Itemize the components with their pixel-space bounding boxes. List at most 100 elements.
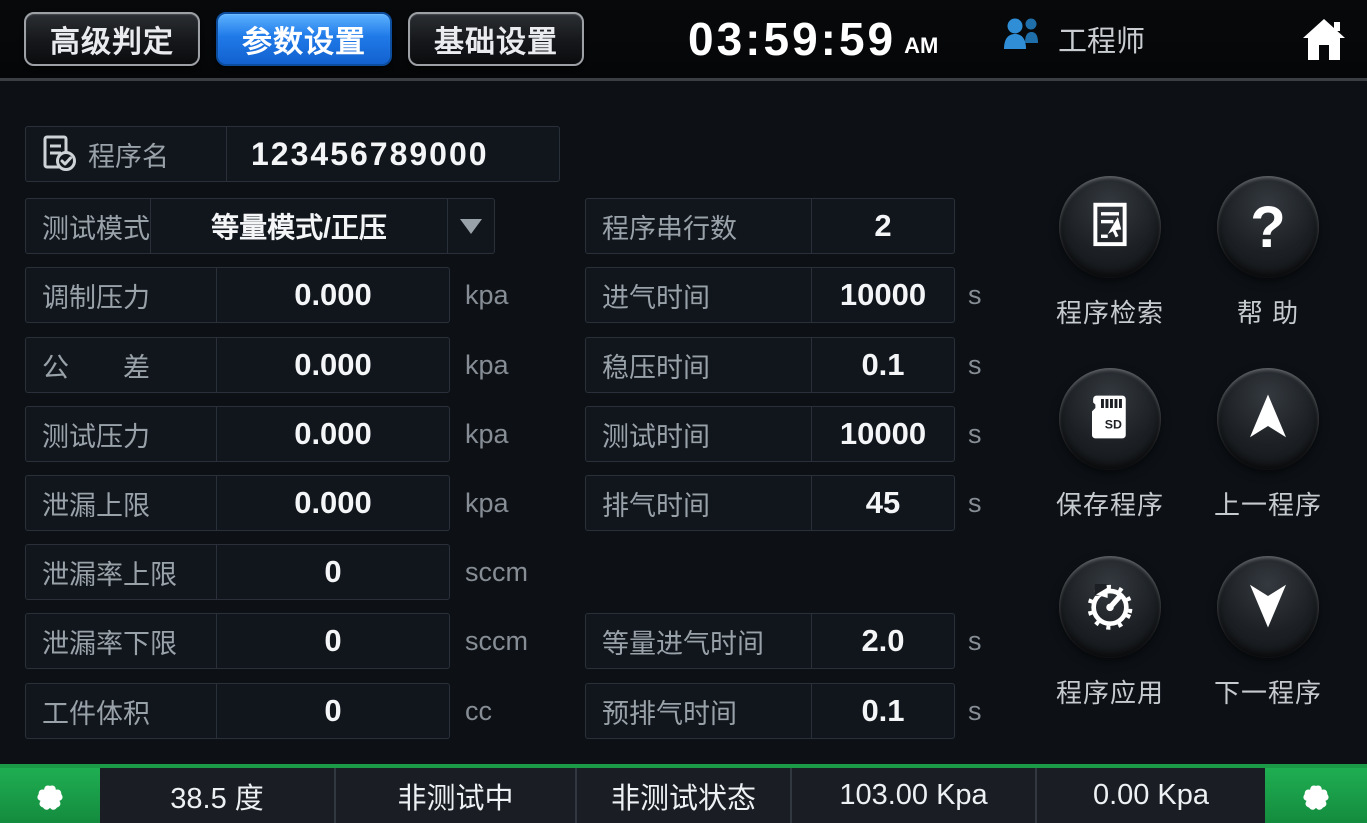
field-value[interactable]: 10000 (811, 268, 954, 322)
field-label: 排气时间 (602, 490, 710, 521)
field-label: 等量进气时间 (602, 628, 764, 659)
field-row: 测试压力 0.000 (25, 406, 450, 462)
clover-icon (1303, 785, 1329, 810)
program-name-label: 程序名 (88, 141, 169, 172)
arrow-up-icon (1241, 390, 1295, 449)
field-value[interactable]: 0 (216, 545, 449, 599)
field-unit: cc (465, 696, 492, 726)
field-row: 程序串行数 2 (585, 198, 955, 254)
field-row: 工件体积 0 (25, 683, 450, 739)
field-unit: s (968, 626, 982, 656)
field-row: 等量进气时间 2.0 (585, 613, 955, 669)
field-value[interactable]: 0.000 (216, 338, 449, 392)
test-mode-dropdown[interactable] (447, 199, 494, 253)
field-value[interactable]: 0 (216, 614, 449, 668)
field-row: 泄漏率下限 0 (25, 613, 450, 669)
field-label: 泄漏上限 (42, 490, 150, 521)
previous-program-button[interactable] (1217, 368, 1319, 470)
field-unit: s (968, 280, 982, 310)
svg-text:SD: SD (1105, 417, 1122, 431)
field-label: 稳压时间 (602, 352, 710, 383)
program-search-button[interactable] (1059, 176, 1161, 278)
program-search-icon (1083, 198, 1137, 257)
program-doc-check-icon (26, 127, 80, 181)
previous-program-label: 上一程序 (1213, 490, 1322, 520)
user-role-label: 工程师 (1058, 26, 1146, 58)
help-button[interactable]: ? (1217, 176, 1319, 278)
field-label: 公 差 (42, 352, 150, 383)
field-unit: s (968, 488, 982, 518)
field-value[interactable]: 2.0 (811, 614, 954, 668)
field-value[interactable]: 0 (216, 684, 449, 738)
field-row: 公 差 0.000 (25, 337, 450, 393)
test-mode-value[interactable]: 等量模式/正压 (150, 199, 447, 253)
clock-display: 03:59:59 AM (688, 0, 938, 78)
field-row: 排气时间 45 (585, 475, 955, 531)
status-temperature: 38.5 度 (100, 768, 334, 823)
field-label: 程序串行数 (602, 213, 737, 244)
chevron-down-icon (460, 218, 482, 234)
field-unit: kpa (465, 488, 509, 518)
status-clover-left (0, 768, 100, 823)
status-clover-right (1265, 768, 1367, 823)
apply-dial-icon (1082, 577, 1138, 638)
users-icon (1000, 13, 1044, 65)
field-value[interactable]: 45 (811, 476, 954, 530)
field-value[interactable]: 0.1 (811, 684, 954, 738)
user-indicator[interactable]: 工程师 (1000, 0, 1145, 78)
field-value[interactable]: 0.000 (216, 407, 449, 461)
apply-program-button[interactable] (1059, 556, 1161, 658)
program-search-label: 程序检索 (1055, 298, 1164, 328)
field-label: 测试压力 (42, 421, 150, 452)
save-program-button[interactable]: SD (1059, 368, 1161, 470)
field-label: 工件体积 (42, 698, 150, 729)
clock-time: 03:59:59 (688, 13, 897, 65)
field-label: 泄漏率下限 (42, 628, 177, 659)
tab-basic-settings[interactable]: 基础设置 (408, 12, 584, 66)
status-test-mode-state: 非测试状态 (575, 768, 790, 823)
field-label: 预排气时间 (602, 698, 737, 729)
arrow-down-icon (1241, 578, 1295, 637)
status-testing-state: 非测试中 (334, 768, 575, 823)
field-unit: kpa (465, 419, 509, 449)
program-name-row: 程序名 123456789000 (25, 126, 560, 182)
field-label: 测试时间 (602, 421, 710, 452)
status-pressure-1: 103.00 Kpa (790, 768, 1035, 823)
field-unit: kpa (465, 350, 509, 380)
field-label: 泄漏率上限 (42, 559, 177, 590)
field-unit: kpa (465, 280, 509, 310)
tab-advanced-judgment[interactable]: 高级判定 (24, 12, 200, 66)
field-value[interactable]: 2 (811, 199, 954, 253)
status-pressure-2: 0.00 Kpa (1035, 768, 1265, 823)
field-label: 进气时间 (602, 282, 710, 313)
field-value[interactable]: 0.000 (216, 476, 449, 530)
apply-program-label: 程序应用 (1055, 678, 1164, 708)
field-value[interactable]: 0.000 (216, 268, 449, 322)
field-value[interactable]: 0.1 (811, 338, 954, 392)
field-unit: sccm (465, 557, 528, 587)
status-bar: 38.5 度 非测试中 非测试状态 103.00 Kpa 0.00 Kpa (0, 764, 1367, 823)
save-program-label: 保存程序 (1055, 490, 1164, 520)
field-row: 泄漏上限 0.000 (25, 475, 450, 531)
field-row: 稳压时间 0.1 (585, 337, 955, 393)
program-name-value[interactable]: 123456789000 (226, 127, 559, 181)
next-program-label: 下一程序 (1213, 678, 1322, 708)
sd-card-icon: SD (1083, 390, 1137, 449)
clover-icon (37, 785, 63, 810)
help-question-icon: ? (1250, 194, 1286, 260)
tab-bar: 高级判定 参数设置 基础设置 (24, 12, 584, 66)
field-label: 调制压力 (42, 282, 150, 313)
field-unit: s (968, 419, 982, 449)
home-button[interactable] (1299, 14, 1349, 64)
test-mode-row: 测试模式 等量模式/正压 (25, 198, 495, 254)
next-program-button[interactable] (1217, 556, 1319, 658)
top-bar: 高级判定 参数设置 基础设置 03:59:59 AM 工程师 (0, 0, 1367, 81)
field-value[interactable]: 10000 (811, 407, 954, 461)
field-row: 测试时间 10000 (585, 406, 955, 462)
tab-parameter-settings[interactable]: 参数设置 (216, 12, 392, 66)
field-unit: s (968, 350, 982, 380)
field-row: 调制压力 0.000 (25, 267, 450, 323)
field-row: 泄漏率上限 0 (25, 544, 450, 600)
clock-ampm: AM (904, 33, 939, 58)
